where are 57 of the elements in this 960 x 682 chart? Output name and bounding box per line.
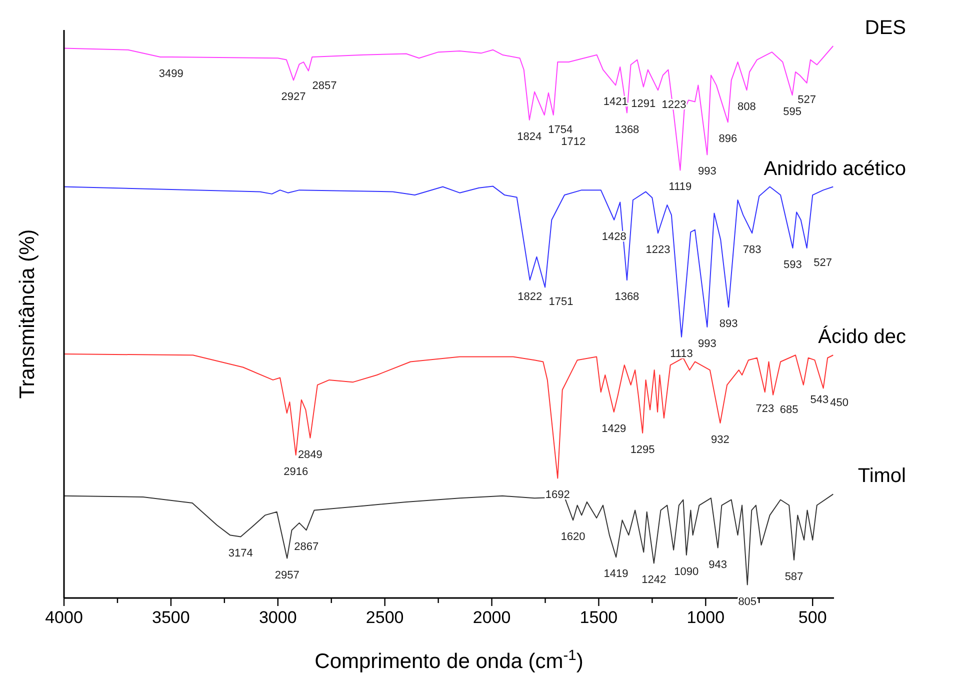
x-tick-label: 4000 bbox=[45, 608, 83, 627]
annotation: 595 bbox=[783, 106, 802, 118]
annotation: 2867 bbox=[294, 541, 319, 554]
annotation: 1368 bbox=[614, 124, 640, 136]
annotation: 1824 bbox=[517, 130, 542, 143]
x-tick-label: 500 bbox=[798, 608, 827, 627]
annotation: 2849 bbox=[298, 448, 322, 461]
annotation: 1368 bbox=[614, 291, 640, 304]
annotation: 805 bbox=[738, 596, 757, 608]
x-axis-title: Comprimento de onda (cm$^{-1}$) bbox=[314, 648, 584, 673]
x-tick-label: 1500 bbox=[580, 608, 618, 627]
annotation: 783 bbox=[742, 244, 762, 256]
annotation: 685 bbox=[780, 404, 798, 416]
x-tick-label: 1000 bbox=[686, 608, 725, 627]
annotation: 1754 bbox=[548, 124, 573, 136]
annotation: 1113 bbox=[670, 348, 693, 360]
annotation: 3174 bbox=[228, 548, 253, 560]
annotation: 1429 bbox=[602, 422, 626, 435]
annotation: 1119 bbox=[668, 181, 692, 194]
annotation: 527 bbox=[814, 257, 832, 270]
annotation: 993 bbox=[698, 166, 716, 178]
annotation: 993 bbox=[698, 338, 716, 350]
annotation: 943 bbox=[708, 558, 728, 571]
annotation: 1751 bbox=[548, 296, 574, 308]
annotation: 893 bbox=[719, 318, 738, 330]
annotation: 808 bbox=[738, 101, 756, 114]
annotation: 1822 bbox=[518, 291, 542, 304]
annotation: 1090 bbox=[674, 566, 699, 578]
annotation: 543 bbox=[810, 394, 829, 406]
annotation: 1291 bbox=[631, 98, 656, 110]
annotation: 1223 bbox=[646, 244, 670, 256]
x-tick-label: 2500 bbox=[366, 608, 404, 627]
series-label: Anidrido acético bbox=[764, 158, 906, 180]
annotation: 450 bbox=[830, 397, 848, 410]
annotation: 1712 bbox=[561, 136, 586, 148]
annotation: 2916 bbox=[284, 466, 308, 478]
annotation: 1242 bbox=[642, 574, 666, 586]
series-label: Ácido dec bbox=[818, 325, 906, 348]
annotation: 587 bbox=[784, 570, 804, 583]
annotation: 2857 bbox=[312, 80, 337, 92]
annotation: 1295 bbox=[630, 444, 655, 456]
series-label: Timol bbox=[858, 465, 906, 488]
annotation: 896 bbox=[718, 133, 738, 146]
annotation: 1419 bbox=[604, 568, 628, 580]
annotation: 2927 bbox=[281, 91, 306, 104]
annotation: 3499 bbox=[158, 68, 184, 80]
annotation: 2957 bbox=[274, 569, 300, 582]
x-tick-label: 3500 bbox=[152, 608, 190, 627]
y-axis-title: Transmitância (%) bbox=[16, 229, 39, 399]
annotation: 593 bbox=[784, 259, 802, 272]
annotation: 723 bbox=[756, 403, 774, 416]
x-tick-label: 3000 bbox=[258, 608, 297, 627]
annotation: 527 bbox=[798, 94, 816, 106]
annotation: 932 bbox=[711, 434, 730, 446]
series-label: DES bbox=[864, 17, 906, 39]
annotation: 1620 bbox=[560, 531, 586, 544]
x-tick-label: 2000 bbox=[472, 608, 511, 627]
